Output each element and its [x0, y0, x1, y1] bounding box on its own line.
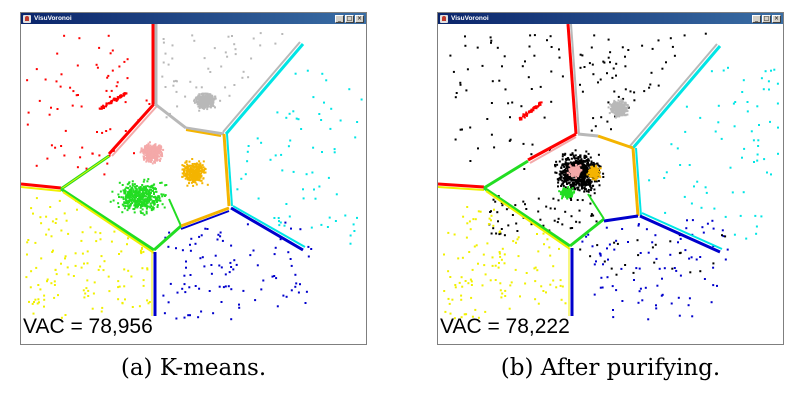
title-bar[interactable]: VisuVoronoi _ □ ×	[21, 13, 366, 24]
vac-label: VAC = 78,956	[23, 315, 153, 338]
visuvoronoi-window-a: VisuVoronoi _ □ ×	[20, 12, 367, 345]
voronoi-edges	[438, 24, 723, 316]
window-controls: _ □ ×	[335, 14, 364, 23]
caption-a: (a) K-means.	[120, 355, 267, 381]
maximize-button[interactable]: □	[762, 14, 771, 23]
minimize-button[interactable]: _	[752, 14, 761, 23]
title-bar[interactable]: VisuVoronoi _ □ ×	[438, 13, 783, 24]
vac-label: VAC = 78,222	[440, 315, 570, 338]
app-icon	[440, 14, 448, 23]
close-button[interactable]: ×	[355, 14, 364, 23]
voronoi-canvas[interactable]	[438, 24, 783, 344]
data-points	[443, 32, 779, 321]
maximize-button[interactable]: □	[345, 14, 354, 23]
caption-b: (b) After purifying.	[500, 355, 721, 381]
window-controls: _ □ ×	[752, 14, 781, 23]
window-title: VisuVoronoi	[34, 15, 72, 22]
window-title: VisuVoronoi	[451, 15, 489, 22]
data-points	[25, 32, 363, 321]
minimize-button[interactable]: _	[335, 14, 344, 23]
voronoi-canvas[interactable]	[21, 24, 366, 344]
voronoi-edges	[21, 24, 306, 316]
visuvoronoi-window-b: VisuVoronoi _ □ ×	[437, 12, 784, 345]
app-icon	[23, 14, 31, 23]
close-button[interactable]: ×	[772, 14, 781, 23]
